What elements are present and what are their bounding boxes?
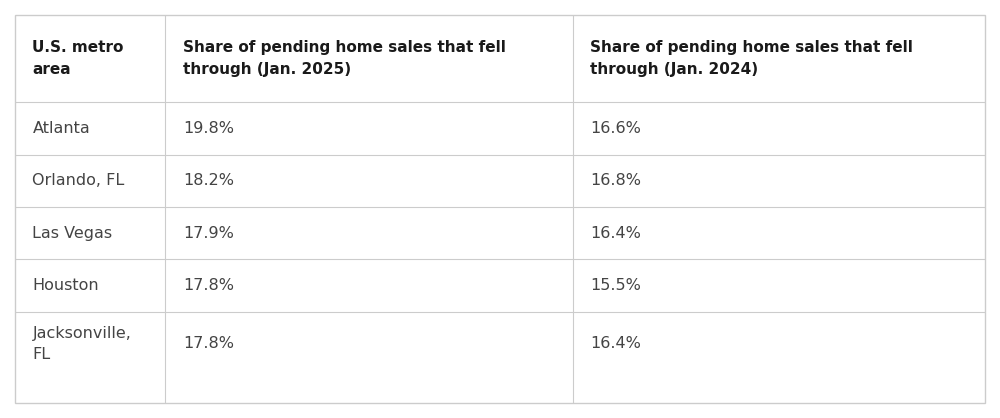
Text: 19.8%: 19.8% bbox=[183, 121, 234, 136]
Text: Share of pending home sales that fell
through (Jan. 2025): Share of pending home sales that fell th… bbox=[183, 41, 506, 77]
Text: Share of pending home sales that fell
through (Jan. 2024): Share of pending home sales that fell th… bbox=[590, 41, 913, 77]
Text: 16.4%: 16.4% bbox=[590, 336, 641, 352]
Text: U.S. metro
area: U.S. metro area bbox=[32, 41, 124, 77]
Text: 17.8%: 17.8% bbox=[183, 336, 234, 352]
Text: 18.2%: 18.2% bbox=[183, 173, 234, 189]
Text: 16.4%: 16.4% bbox=[590, 226, 641, 241]
Text: Houston: Houston bbox=[32, 278, 99, 293]
Text: 17.9%: 17.9% bbox=[183, 226, 234, 241]
Text: Atlanta: Atlanta bbox=[32, 121, 90, 136]
Text: 17.8%: 17.8% bbox=[183, 278, 234, 293]
Text: Las Vegas: Las Vegas bbox=[32, 226, 113, 241]
Text: 16.8%: 16.8% bbox=[590, 173, 641, 189]
Text: 16.6%: 16.6% bbox=[590, 121, 641, 136]
Text: 15.5%: 15.5% bbox=[590, 278, 641, 293]
Text: Orlando, FL: Orlando, FL bbox=[32, 173, 125, 189]
Text: Jacksonville,
FL: Jacksonville, FL bbox=[32, 326, 131, 362]
